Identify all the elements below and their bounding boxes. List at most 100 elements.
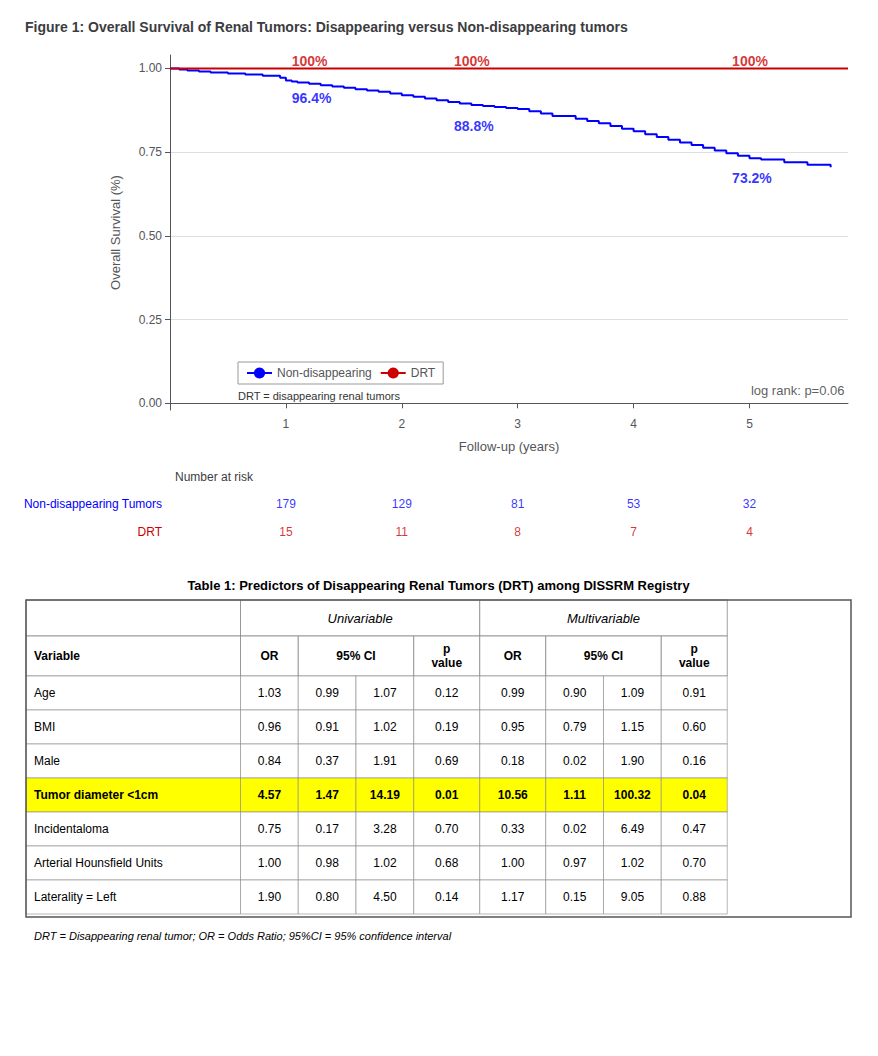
svg-text:value: value bbox=[431, 656, 462, 670]
svg-text:0.17: 0.17 bbox=[315, 822, 339, 836]
svg-text:Incidentaloma: Incidentaloma bbox=[34, 822, 109, 836]
svg-text:1.00: 1.00 bbox=[501, 856, 525, 870]
svg-text:1.00: 1.00 bbox=[139, 61, 163, 75]
svg-text:0.97: 0.97 bbox=[563, 856, 587, 870]
svg-text:3: 3 bbox=[514, 417, 521, 431]
svg-text:1.91: 1.91 bbox=[373, 754, 397, 768]
svg-text:3.28: 3.28 bbox=[373, 822, 397, 836]
svg-text:1: 1 bbox=[283, 417, 290, 431]
svg-text:BMI: BMI bbox=[34, 720, 55, 734]
svg-text:Age: Age bbox=[34, 686, 56, 700]
svg-text:0.14: 0.14 bbox=[435, 890, 459, 904]
svg-text:Tumor diameter <1cm: Tumor diameter <1cm bbox=[34, 788, 158, 802]
svg-text:0.70: 0.70 bbox=[435, 822, 459, 836]
svg-text:1.02: 1.02 bbox=[373, 856, 397, 870]
svg-text:Follow-up (years): Follow-up (years) bbox=[459, 439, 559, 454]
svg-text:95% CI: 95% CI bbox=[584, 649, 623, 663]
svg-text:1.00: 1.00 bbox=[258, 856, 282, 870]
svg-text:0.04: 0.04 bbox=[683, 788, 707, 802]
svg-text:DRT: DRT bbox=[138, 525, 163, 539]
svg-text:0.95: 0.95 bbox=[501, 720, 525, 734]
svg-text:0.02: 0.02 bbox=[563, 822, 587, 836]
svg-text:0.98: 0.98 bbox=[315, 856, 339, 870]
svg-text:4: 4 bbox=[746, 525, 753, 539]
svg-text:value: value bbox=[679, 656, 710, 670]
svg-text:0.12: 0.12 bbox=[435, 686, 459, 700]
svg-text:7: 7 bbox=[630, 525, 637, 539]
svg-text:Arterial Hounsfield Units: Arterial Hounsfield Units bbox=[34, 856, 163, 870]
svg-text:4.50: 4.50 bbox=[373, 890, 397, 904]
svg-text:0.01: 0.01 bbox=[435, 788, 459, 802]
svg-text:Variable: Variable bbox=[34, 649, 80, 663]
svg-text:Univariable: Univariable bbox=[328, 611, 393, 626]
svg-text:0.80: 0.80 bbox=[315, 890, 339, 904]
svg-text:1.47: 1.47 bbox=[315, 788, 339, 802]
svg-text:6.49: 6.49 bbox=[621, 822, 645, 836]
svg-text:1.02: 1.02 bbox=[621, 856, 645, 870]
svg-text:81: 81 bbox=[511, 497, 525, 511]
svg-text:1.03: 1.03 bbox=[258, 686, 282, 700]
svg-text:0.79: 0.79 bbox=[563, 720, 587, 734]
svg-text:32: 32 bbox=[743, 497, 757, 511]
svg-text:1.02: 1.02 bbox=[373, 720, 397, 734]
svg-text:OR: OR bbox=[260, 649, 278, 663]
svg-text:10.56: 10.56 bbox=[498, 788, 528, 802]
svg-text:0.37: 0.37 bbox=[315, 754, 339, 768]
svg-text:p: p bbox=[443, 642, 450, 656]
svg-text:Male: Male bbox=[34, 754, 60, 768]
svg-text:0.18: 0.18 bbox=[501, 754, 525, 768]
svg-text:0.69: 0.69 bbox=[435, 754, 459, 768]
svg-text:0.75: 0.75 bbox=[139, 145, 163, 159]
svg-text:OR: OR bbox=[504, 649, 522, 663]
svg-text:100%: 100% bbox=[732, 53, 768, 69]
svg-text:Non-disappearing Tumors: Non-disappearing Tumors bbox=[24, 497, 162, 511]
svg-text:100.32: 100.32 bbox=[614, 788, 651, 802]
svg-text:1.09: 1.09 bbox=[621, 686, 645, 700]
svg-text:Overall Survival (%): Overall Survival (%) bbox=[108, 175, 123, 290]
svg-text:p: p bbox=[691, 642, 698, 656]
svg-text:0.15: 0.15 bbox=[563, 890, 587, 904]
svg-text:100%: 100% bbox=[454, 53, 490, 69]
svg-text:0.88: 0.88 bbox=[683, 890, 707, 904]
svg-text:1.90: 1.90 bbox=[621, 754, 645, 768]
svg-text:0.25: 0.25 bbox=[139, 313, 163, 327]
svg-text:53: 53 bbox=[627, 497, 641, 511]
svg-text:179: 179 bbox=[276, 497, 296, 511]
svg-text:0.99: 0.99 bbox=[315, 686, 339, 700]
svg-text:0.19: 0.19 bbox=[435, 720, 459, 734]
svg-text:Multivariable: Multivariable bbox=[567, 611, 640, 626]
svg-text:100%: 100% bbox=[292, 53, 328, 69]
svg-text:Figure 1: Overall Survival of: Figure 1: Overall Survival of Renal Tumo… bbox=[25, 19, 628, 35]
svg-text:0.02: 0.02 bbox=[563, 754, 587, 768]
svg-text:DRT = disappearing renal tumor: DRT = disappearing renal tumors bbox=[238, 390, 400, 402]
svg-text:96.4%: 96.4% bbox=[292, 90, 332, 106]
svg-text:Number at risk: Number at risk bbox=[175, 470, 254, 484]
svg-text:0.16: 0.16 bbox=[683, 754, 707, 768]
svg-text:11: 11 bbox=[396, 525, 409, 539]
svg-text:129: 129 bbox=[392, 497, 412, 511]
svg-text:0.91: 0.91 bbox=[683, 686, 707, 700]
svg-text:1.11: 1.11 bbox=[563, 788, 586, 802]
svg-text:0.47: 0.47 bbox=[683, 822, 707, 836]
svg-text:0.70: 0.70 bbox=[683, 856, 707, 870]
svg-text:14.19: 14.19 bbox=[370, 788, 400, 802]
svg-text:log rank: p=0.06: log rank: p=0.06 bbox=[751, 383, 845, 398]
svg-text:0.84: 0.84 bbox=[258, 754, 282, 768]
svg-text:0.99: 0.99 bbox=[501, 686, 525, 700]
svg-text:4: 4 bbox=[630, 417, 637, 431]
svg-text:4.57: 4.57 bbox=[258, 788, 282, 802]
svg-text:0.75: 0.75 bbox=[258, 822, 282, 836]
svg-text:1.07: 1.07 bbox=[373, 686, 397, 700]
svg-text:88.8%: 88.8% bbox=[454, 118, 494, 134]
svg-text:1.17: 1.17 bbox=[501, 890, 525, 904]
svg-text:0.96: 0.96 bbox=[258, 720, 282, 734]
svg-text:0.50: 0.50 bbox=[139, 229, 163, 243]
svg-text:Table 1: Predictors of Disappe: Table 1: Predictors of Disappearing Rena… bbox=[187, 578, 690, 593]
svg-text:0.33: 0.33 bbox=[501, 822, 525, 836]
svg-text:15: 15 bbox=[279, 525, 293, 539]
svg-text:1.15: 1.15 bbox=[621, 720, 645, 734]
svg-text:0.91: 0.91 bbox=[315, 720, 339, 734]
svg-text:5: 5 bbox=[746, 417, 753, 431]
svg-text:DRT = Disappearing renal tumor: DRT = Disappearing renal tumor; OR = Odd… bbox=[34, 930, 452, 942]
svg-text:Laterality = Left: Laterality = Left bbox=[34, 890, 117, 904]
